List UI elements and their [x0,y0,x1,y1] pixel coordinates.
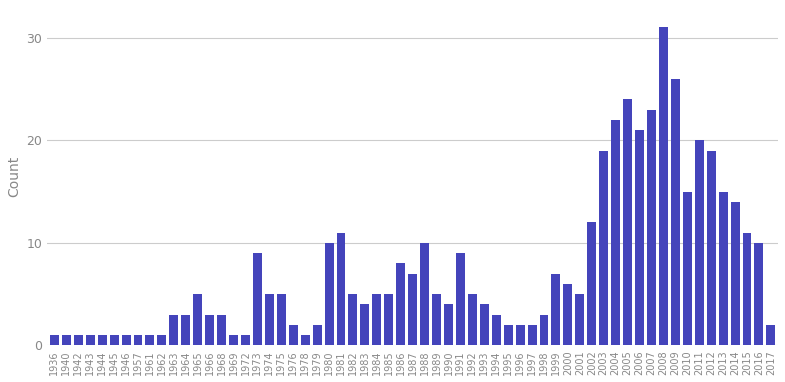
Bar [74,335,82,345]
Bar [133,335,142,345]
Bar [599,151,608,345]
Bar [528,325,536,345]
Bar [205,315,214,345]
Bar [241,335,250,345]
Bar [766,325,776,345]
Bar [420,243,429,345]
Bar [385,294,393,345]
Bar [50,335,59,345]
Bar [312,325,322,345]
Bar [491,315,501,345]
Bar [552,274,560,345]
Bar [671,79,680,345]
Bar [181,315,190,345]
Bar [516,325,524,345]
Bar [145,335,155,345]
Bar [253,253,262,345]
Bar [86,335,95,345]
Bar [706,151,716,345]
Bar [265,294,274,345]
Bar [301,335,309,345]
Bar [158,335,166,345]
Bar [62,335,71,345]
Bar [539,315,549,345]
Bar [349,294,357,345]
Bar [456,253,465,345]
Bar [360,304,370,345]
Bar [110,335,119,345]
Bar [718,192,728,345]
Bar [635,130,644,345]
Bar [468,294,476,345]
Bar [444,304,453,345]
Bar [504,325,513,345]
Bar [659,28,668,345]
Bar [575,294,584,345]
Bar [408,274,417,345]
Bar [754,243,764,345]
Bar [337,233,345,345]
Bar [683,192,692,345]
Bar [229,335,238,345]
Bar [289,325,298,345]
Bar [564,284,572,345]
Bar [396,263,405,345]
Bar [587,222,597,345]
Bar [480,304,489,345]
Bar [217,315,226,345]
Bar [122,335,130,345]
Bar [612,120,620,345]
Bar [97,335,107,345]
Bar [647,110,656,345]
Y-axis label: Count: Count [7,155,21,197]
Bar [324,243,334,345]
Bar [695,140,703,345]
Bar [170,315,178,345]
Bar [432,294,441,345]
Bar [372,294,382,345]
Bar [623,99,632,345]
Bar [743,233,751,345]
Bar [193,294,203,345]
Bar [277,294,286,345]
Bar [731,202,739,345]
